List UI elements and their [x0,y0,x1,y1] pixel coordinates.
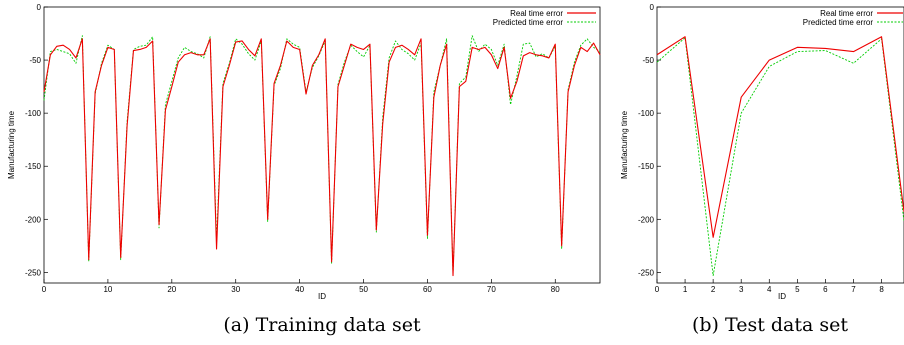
test-y-tick-label: -100 [638,109,655,118]
test-y-tick-label: -250 [638,268,655,277]
test-x-tick-label: 5 [795,285,800,294]
training-chart: 0 -50 -100 -150 -200 -250 0 10 20 30 40 50 60 70 80 I… [7,3,601,301]
training-legend-real-label: Real time error [510,9,563,18]
training-x-tick-label: 20 [167,285,176,294]
test-y-tick-label: -50 [642,56,654,65]
training-y-tick-label: -200 [25,215,42,224]
test-x-tick-label: 3 [739,285,744,294]
training-x-tick-label: 80 [551,285,560,294]
training-x-tick-label: 60 [423,285,432,294]
test-x-axis-label: ID [778,292,786,301]
test-predicted-time-error-line [656,37,904,277]
training-x-tick-label: 30 [231,285,240,294]
training-x-tick-label: 70 [487,285,496,294]
training-y-tick-label: -50 [29,56,41,65]
test-x-tick-label: 6 [823,285,828,294]
training-y-tick-label: -150 [25,162,42,171]
training-x-tick-label: 10 [103,285,112,294]
training-y-tick-label: 0 [37,3,42,12]
training-y-axis-label: Manufacturing time [7,110,16,179]
test-x-ticks: 0 1 2 3 4 5 6 7 8 [655,279,884,294]
training-x-tick-label: 50 [359,285,368,294]
training-y-ticks: 0 -50 -100 -150 -200 -250 [25,3,48,277]
training-y-tick-label: -250 [25,268,42,277]
test-y-tick-label: -200 [638,215,655,224]
test-x-tick-label: 1 [683,285,688,294]
test-y-tick-label: -150 [638,162,655,171]
training-series [43,35,601,277]
test-x-tick-label: 7 [851,285,856,294]
test-x-tick-label: 4 [767,285,772,294]
test-y-axis-label: Manufacturing time [620,110,629,179]
training-caption: (a) Training data set [223,314,421,336]
test-x-tick-label: 0 [655,285,660,294]
training-real-time-error-line [43,38,601,277]
training-legend: Real time error Predicted time error [493,9,596,27]
test-series [656,36,904,277]
test-legend-real-label: Real time error [820,9,873,18]
training-predicted-time-error-line [43,35,601,275]
test-plot-frame [656,6,904,284]
training-x-tick-label: 40 [295,285,304,294]
test-chart: 0 -50 -100 -150 -200 -250 0 1 2 3 4 5 6 7 8 ID Manufa… [620,3,904,301]
test-y-ticks: 0 -50 -100 -150 -200 -250 [638,3,661,277]
test-legend-predicted-label: Predicted time error [803,18,874,27]
training-x-ticks: 0 10 20 30 40 50 60 70 80 [42,279,560,294]
training-legend-predicted-label: Predicted time error [493,18,564,27]
test-x-tick-label: 8 [879,285,884,294]
training-plot-frame [43,6,601,284]
test-legend: Real time error Predicted time error [803,9,903,27]
test-caption: (b) Test data set [692,314,848,336]
test-real-time-error-line [656,36,904,238]
training-y-tick-label: -100 [25,109,42,118]
training-x-tick-label: 0 [42,285,47,294]
test-y-tick-label: 0 [650,3,655,12]
training-x-axis-label: ID [318,292,326,301]
test-x-tick-label: 2 [711,285,716,294]
